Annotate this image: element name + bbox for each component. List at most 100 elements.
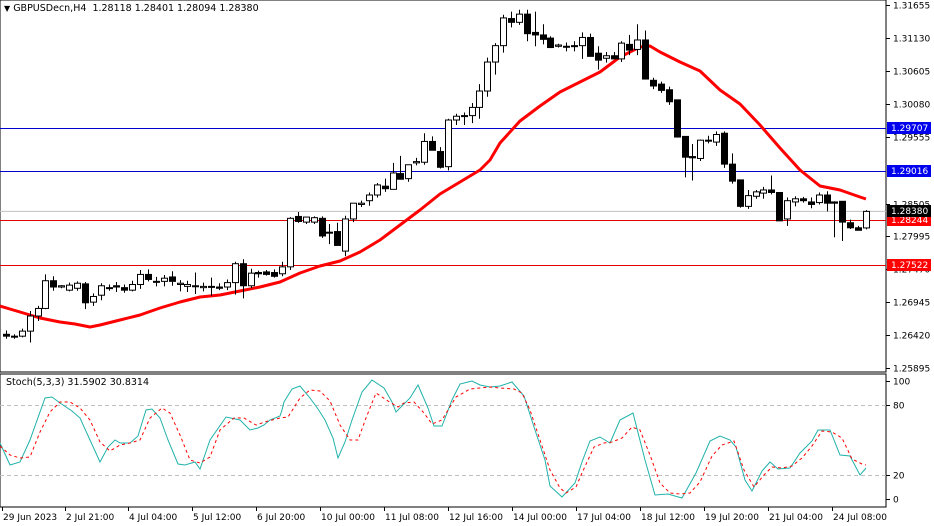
price-tick-label: 1.25895 <box>893 365 930 375</box>
candle <box>169 271 176 286</box>
candle <box>484 57 491 97</box>
candle <box>90 293 97 306</box>
price-tick-label: 1.26945 <box>893 299 930 309</box>
candle <box>547 36 554 49</box>
price-tick-label: 1.29555 <box>893 134 930 144</box>
candle <box>516 9 523 25</box>
candle <box>469 102 476 124</box>
collapse-arrow-icon[interactable]: ▼ <box>4 4 11 13</box>
candle <box>847 219 854 230</box>
candle <box>137 270 144 289</box>
candle <box>82 281 89 310</box>
price-tick-label: 1.30080 <box>893 101 930 111</box>
price-axis: 1.316551.311301.306051.300801.295551.285… <box>886 2 931 375</box>
candle <box>863 210 870 230</box>
candle <box>753 189 760 199</box>
candle <box>271 269 278 278</box>
candle <box>66 282 73 292</box>
price-tick-label: 1.31130 <box>893 35 930 45</box>
candle <box>58 285 65 289</box>
candle <box>508 11 515 28</box>
candle <box>232 261 239 295</box>
chart-header: ▼ GBPUSDecn,H4 1.28118 1.28401 1.28094 1… <box>4 3 259 14</box>
candle <box>816 192 823 205</box>
candle <box>453 113 460 126</box>
candle <box>634 24 641 56</box>
candle <box>35 305 42 322</box>
candle <box>603 51 610 63</box>
candle <box>263 270 270 276</box>
price-tick-label: 1.31655 <box>893 2 930 12</box>
candle <box>319 216 326 238</box>
price-tag-label: 1.29707 <box>891 124 928 134</box>
candle <box>745 189 752 209</box>
time-tick-label: 21 Jul 04:00 <box>769 513 823 523</box>
stoch-axis: 100 80 20 0 <box>886 378 910 506</box>
candle <box>476 84 483 119</box>
time-tick-label: 4 Jul 04:00 <box>129 513 178 523</box>
time-tick-label: 10 Jul 00:00 <box>321 513 375 523</box>
candle <box>19 328 26 338</box>
candle <box>800 196 807 203</box>
candle <box>689 143 696 181</box>
candle <box>705 135 712 144</box>
candle <box>224 279 231 291</box>
candle <box>579 32 586 59</box>
candle <box>106 284 113 291</box>
candle <box>618 41 625 63</box>
candle <box>492 43 499 75</box>
candle <box>342 215 349 257</box>
stoch-tick-label: 0 <box>893 496 899 506</box>
stoch-main-line <box>0 379 867 499</box>
candle <box>642 30 649 80</box>
candle <box>161 275 168 287</box>
candle <box>303 216 310 224</box>
candle <box>429 136 436 151</box>
candle <box>682 135 689 178</box>
stochastic-lines <box>0 379 886 499</box>
candle <box>42 274 49 310</box>
time-tick-label: 6 Jul 20:00 <box>257 513 306 523</box>
candle <box>153 276 160 287</box>
price-tag-label: 1.28244 <box>891 216 928 226</box>
time-tick-label: 17 Jul 04:00 <box>577 513 631 523</box>
candle <box>532 11 539 47</box>
candle <box>421 133 428 165</box>
candle <box>129 280 136 292</box>
candle <box>11 334 18 339</box>
candle <box>658 81 665 93</box>
candle <box>626 34 633 56</box>
price-tag-label: 1.27522 <box>891 261 928 271</box>
candle <box>721 131 728 168</box>
symbol-label: GBPUSDecn,H4 <box>13 3 87 14</box>
candle <box>326 223 333 245</box>
candle <box>413 157 420 166</box>
candle <box>839 200 846 242</box>
candle <box>666 86 673 105</box>
candle <box>382 178 389 192</box>
candle <box>50 276 57 291</box>
candle <box>397 155 404 180</box>
candle <box>208 277 215 296</box>
candle <box>855 225 862 231</box>
candle <box>240 259 247 299</box>
candle <box>500 14 507 53</box>
candle <box>390 162 397 190</box>
time-tick-label: 5 Jul 12:00 <box>193 513 242 523</box>
candle <box>184 280 191 293</box>
time-tick-label: 24 Jul 08:00 <box>833 513 887 523</box>
candle <box>697 139 704 161</box>
price-tag <box>887 122 931 134</box>
candle <box>808 197 815 209</box>
candle <box>824 191 831 212</box>
time-tick-label: 11 Jul 08:00 <box>385 513 439 523</box>
candle <box>831 201 838 238</box>
price-tag-label: 1.29016 <box>891 167 928 177</box>
candle <box>760 186 767 199</box>
time-tick-label: 29 Jun 2023 <box>3 513 57 523</box>
price-tag-label: 1.28380 <box>891 207 928 217</box>
candle <box>445 118 452 171</box>
stoch-header: Stoch(5,3,3) 31.5902 30.8314 <box>6 377 150 388</box>
candle <box>540 24 547 45</box>
